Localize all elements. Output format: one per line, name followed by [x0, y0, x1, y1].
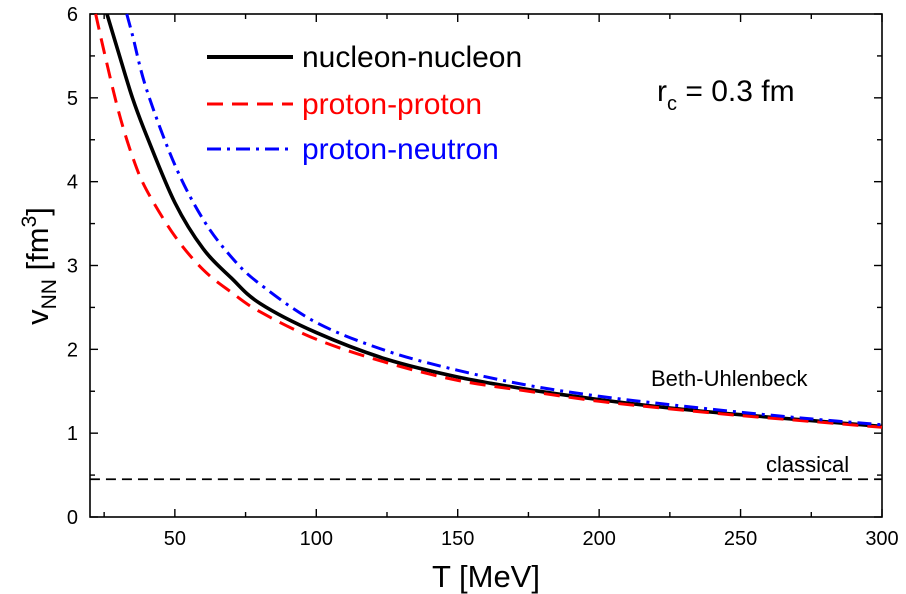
legend-label-proton-proton: proton-proton	[302, 88, 482, 121]
annotation-rc: rc = 0.3 fm	[657, 75, 795, 115]
series-line-proton-neutron	[125, 13, 883, 427]
legend-label-nucleon-nucleon: nucleon-nucleon	[302, 41, 522, 74]
y-tick-label: 1	[67, 423, 78, 445]
series-lines	[89, 13, 883, 481]
x-tick-label: 250	[724, 528, 757, 550]
y-tick-label: 6	[67, 4, 78, 26]
y-axis-title: vNN [fm3]	[18, 207, 61, 325]
series-line-proton-proton	[94, 13, 883, 429]
x-tick-label: 300	[865, 528, 898, 550]
y-tick-label: 2	[67, 339, 78, 361]
axis-ticks: 50 100 150 200 250 300 0 1 2 3 4 5 6	[67, 4, 899, 550]
annotation-beth-uhlenbeck: Beth-Uhlenbeck	[651, 366, 809, 391]
annotation-classical: classical	[766, 452, 849, 477]
x-tick-label: 50	[164, 528, 186, 550]
x-tick-label: 150	[441, 528, 474, 550]
x-tick-label: 200	[582, 528, 615, 550]
y-tick-label: 5	[67, 88, 78, 110]
x-tick-label: 100	[300, 528, 333, 550]
legend: nucleon-nucleon proton-proton proton-neu…	[207, 41, 522, 166]
x-axis-title: T [MeV]	[432, 559, 540, 594]
y-tick-label: 3	[67, 256, 78, 278]
legend-label-proton-neutron: proton-neutron	[302, 133, 499, 166]
y-tick-label: 4	[67, 172, 78, 194]
y-tick-label: 0	[67, 507, 78, 529]
